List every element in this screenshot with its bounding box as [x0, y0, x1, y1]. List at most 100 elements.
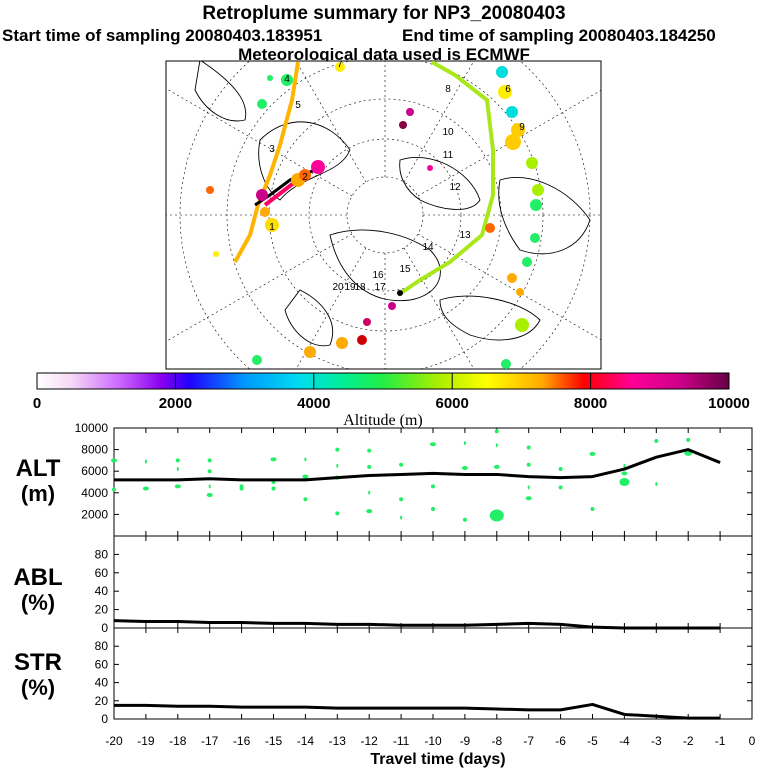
map-cluster-dot: [206, 186, 214, 194]
alt-cluster-dot: [303, 497, 308, 502]
abl-line: [113, 619, 721, 630]
x-tick-label: -4: [619, 734, 630, 748]
map-day-label: 11: [443, 150, 454, 161]
map-cluster-dot: [311, 160, 325, 174]
alt-cluster-dot: [175, 458, 180, 463]
map-cluster-dot: [363, 318, 371, 326]
str-unit-label: (%): [21, 675, 55, 700]
x-tick-label: -8: [491, 734, 502, 748]
map-cluster-dot: [485, 223, 495, 233]
x-tick-label: -3: [651, 734, 662, 748]
map-day-label: 16: [372, 270, 384, 281]
meridian-line: [403, 61, 475, 183]
x-axis-label: Travel time (days): [370, 751, 505, 768]
str-label: STR: [14, 649, 62, 676]
alt-cluster-dot: [399, 497, 404, 502]
y-tick-label: 20: [95, 694, 109, 708]
coastline: [439, 295, 541, 341]
map-cluster-dot: [516, 288, 524, 296]
alt-cluster-dot: [174, 484, 181, 489]
map-day-label: 3: [269, 144, 275, 155]
map-cluster-dot: [299, 169, 311, 181]
coastline: [258, 121, 351, 201]
colorbar-tick-label: 0: [33, 395, 41, 412]
alt-cluster-dot: [208, 484, 211, 489]
alt-cluster-dot: [463, 441, 466, 446]
x-tick-label: -1: [715, 734, 726, 748]
latitude-circle: [268, 98, 502, 332]
start-time-label: Start time of sampling 20080403.183951: [2, 26, 323, 45]
coastline: [329, 229, 441, 302]
map-cluster-dot: [397, 290, 403, 296]
map-cluster-dot: [505, 134, 521, 150]
meridian-line: [295, 247, 367, 369]
y-tick-label: 20: [95, 603, 109, 617]
alt-cluster-dot: [400, 515, 403, 520]
alt-cluster-dot: [589, 451, 596, 456]
map-cluster-dot: [388, 302, 396, 310]
alt-cluster-dot: [430, 442, 436, 447]
x-tick-label: -12: [361, 734, 379, 748]
map-cluster-dot: [267, 75, 273, 81]
alt-cluster-dot: [366, 509, 373, 514]
alt-cluster-dot: [462, 517, 467, 522]
alt-label: ALT: [16, 455, 61, 482]
map-cluster-dot: [406, 108, 414, 116]
map-day-label: 6: [505, 84, 511, 95]
alt-cluster-dot: [527, 485, 530, 490]
colorbar: 0 2000 4000 6000 8000 10000 Altitude (m): [33, 372, 750, 429]
end-time-label: End time of sampling 20080403.184250: [402, 26, 716, 45]
map-cluster-dot: [335, 62, 345, 72]
x-tick-label: -15: [265, 734, 283, 748]
x-tick-label: -11: [393, 734, 410, 748]
map-cluster-dot: [265, 218, 279, 232]
map-cluster-dot: [515, 318, 529, 332]
alt-cluster-dot: [686, 437, 691, 442]
colorbar-tick-label: 8000: [574, 395, 607, 412]
meridian-line: [403, 247, 475, 369]
map-day-label: 5: [295, 100, 301, 111]
alt-cluster-dot: [336, 463, 339, 468]
alt-cluster-dot: [270, 457, 277, 462]
alt-cluster-dot: [367, 448, 372, 453]
colorbar-tick-label: 4000: [297, 395, 330, 412]
map-cluster-dot: [399, 121, 407, 129]
alt-cluster-dot: [399, 462, 404, 467]
latitude-circle: [308, 138, 462, 292]
alt-cluster-dot: [207, 458, 212, 463]
colorbar-tick-label: 2000: [159, 395, 192, 412]
map-cluster-dot: [532, 184, 544, 196]
map-day-label: 20: [332, 282, 344, 293]
map-cluster-dot: [501, 359, 511, 369]
map-cluster-dot: [257, 99, 267, 109]
x-tick-label: -18: [169, 734, 187, 748]
alt-cluster-dot: [142, 486, 149, 491]
alt-cluster-dot: [621, 471, 628, 476]
map-cluster-dot: [260, 207, 270, 217]
alt-cluster-dot: [271, 486, 276, 491]
y-tick-label: 4000: [81, 486, 108, 500]
map-cluster-dot: [336, 337, 348, 349]
map-day-label: 2: [302, 172, 308, 183]
alt-cluster-dot: [655, 482, 658, 487]
map-cluster-dot: [526, 157, 538, 169]
abl-label: ABL: [13, 564, 62, 591]
colorbar-gradient: [36, 372, 730, 390]
alt-cluster-dot: [558, 485, 563, 490]
alt-cluster-dot: [112, 487, 116, 492]
y-tick-label: 40: [95, 676, 109, 690]
alt-cluster-dot: [368, 490, 371, 495]
x-tick-label: -9: [460, 734, 471, 748]
map-cluster-dot: [213, 251, 219, 257]
map-cluster-dot: [304, 346, 316, 358]
y-tick-label: 8000: [81, 443, 108, 457]
x-tick-label: -16: [233, 734, 251, 748]
alt-unit-label: (m): [21, 481, 55, 506]
x-tick-label: -20: [105, 734, 123, 748]
x-tick-label: -6: [555, 734, 566, 748]
alt-cluster-dot: [493, 464, 500, 469]
map-day-label: 7: [337, 59, 343, 70]
map-cluster-dot: [507, 273, 517, 283]
map-cluster-dot: [252, 355, 262, 365]
